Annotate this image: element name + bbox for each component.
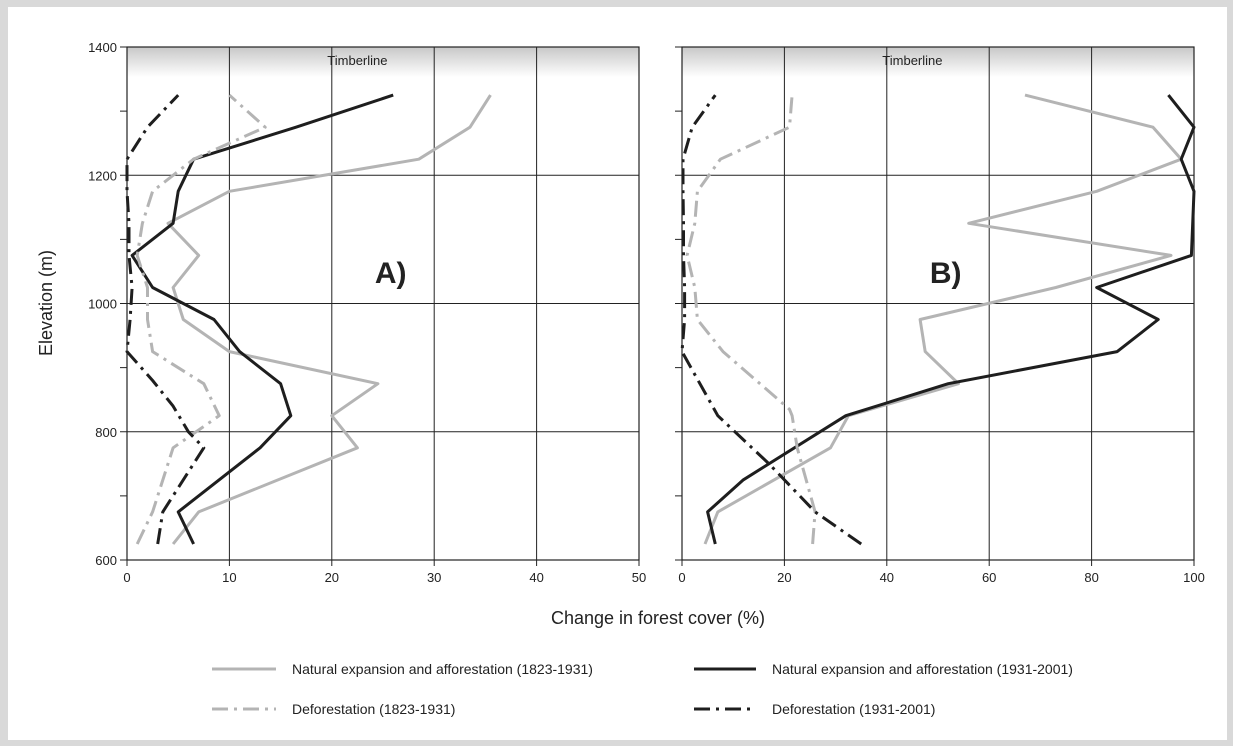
x-tick-label: 40 [880,570,894,585]
series-line-deforestation-1823-1931 [135,93,267,545]
x-tick-label: 20 [325,570,339,585]
x-axis-title: Change in forest cover (%) [551,608,765,628]
y-tick-label: 1400 [88,40,117,55]
x-tick-label: 10 [222,570,236,585]
y-tick-label: 800 [95,425,117,440]
legend-label: Deforestation (1823-1931) [292,701,455,717]
legend: Natural expansion and afforestation (182… [212,661,1073,717]
panel-label: A) [375,257,407,290]
y-tick-label: 1200 [88,168,117,183]
x-tick-label: 60 [982,570,996,585]
timberline-band [682,47,1194,77]
x-tick-label: 30 [427,570,441,585]
series-line-natural-expansion-and-afforestation-1823-1931 [703,93,1183,545]
y-axis-title: Elevation (m) [36,250,56,356]
x-tick-label: 20 [777,570,791,585]
series-line-natural-expansion-and-afforestation-1931-2001 [130,93,394,545]
x-tick-label: 100 [1183,570,1205,585]
panel-a: Timberline A) 600 800 1000 1200 1400 0 10 20 30 40 5… [88,40,646,585]
y-tick-label: 600 [95,553,117,568]
x-tick-label: 0 [123,570,130,585]
x-tick-label: 40 [529,570,543,585]
legend-label: Natural expansion and afforestation (193… [772,661,1073,677]
x-tick-label: 50 [632,570,646,585]
series-line-natural-expansion-and-afforestation-1931-2001 [706,94,1196,545]
plot-border [681,46,1195,561]
series-line-deforestation-1931-2001 [680,94,863,546]
timberline-band [127,47,639,77]
figure-frame: Timberline A) 600 800 1000 1200 1400 0 10 20 30 40 5… [8,7,1227,740]
series-line-natural-expansion-and-afforestation-1823-1931 [166,94,492,545]
plot-border [126,46,640,561]
timberline-label: Timberline [327,53,387,68]
panel-label: B) [930,257,962,290]
x-tick-label: 80 [1084,570,1098,585]
panel-b: Timberline B) 0 20 40 60 80 100 [675,46,1205,585]
legend-label: Deforestation (1931-2001) [772,701,935,717]
timberline-label: Timberline [882,53,942,68]
y-tick-label: 1000 [88,297,117,312]
x-tick-label: 0 [678,570,685,585]
legend-label: Natural expansion and afforestation (182… [292,661,593,677]
series-line-deforestation-1823-1931 [685,94,817,545]
